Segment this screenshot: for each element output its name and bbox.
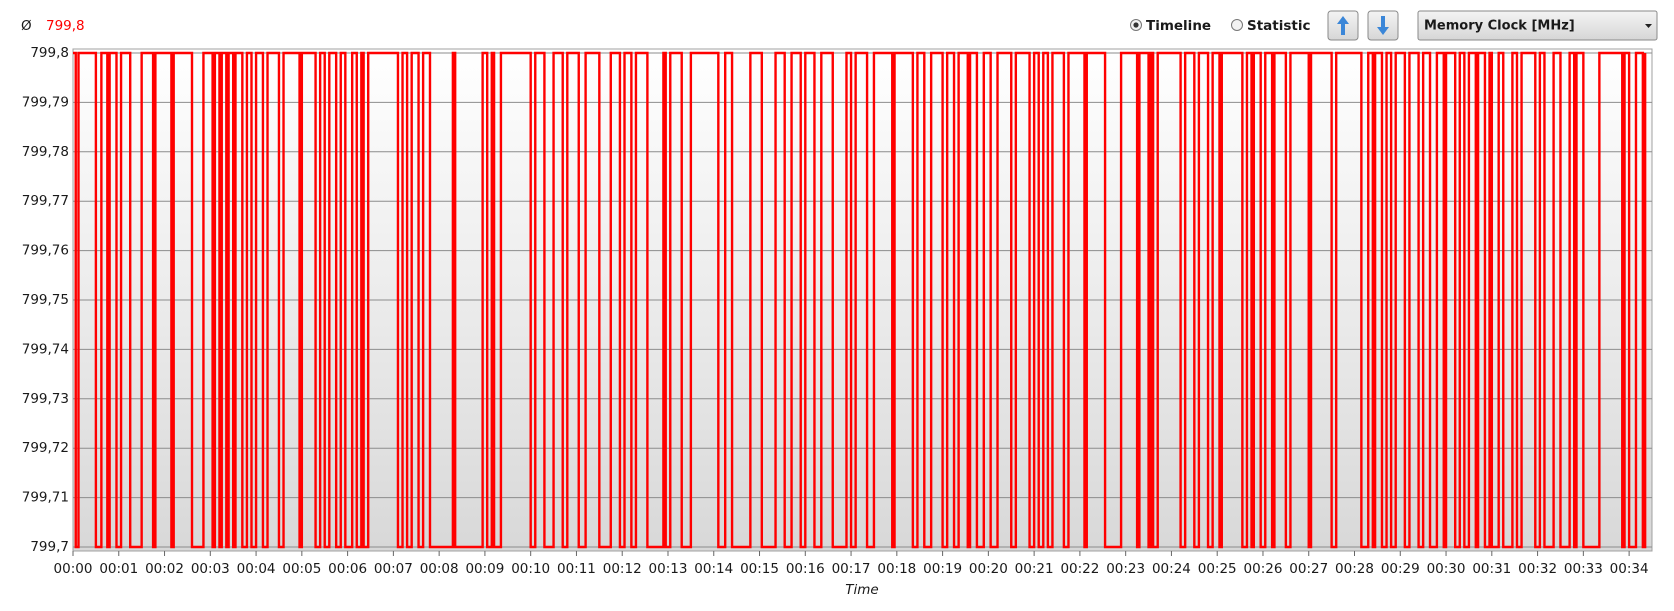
y-tick-label: 799,75 <box>22 292 69 308</box>
average-symbol: Ø <box>21 18 32 34</box>
x-tick-label: 00:03 <box>191 561 230 577</box>
dropdown-arrow <box>1645 24 1652 28</box>
x-tick-label: 00:16 <box>786 561 825 577</box>
x-tick-label: 00:20 <box>969 561 1008 577</box>
x-tick-label: 00:19 <box>923 561 962 577</box>
radio-button[interactable] <box>1231 19 1243 31</box>
x-tick-label: 00:33 <box>1564 561 1603 577</box>
x-tick-label: 00:23 <box>1106 561 1145 577</box>
x-tick-label: 00:11 <box>557 561 596 577</box>
down-arrow-icon <box>1377 16 1389 35</box>
x-tick-label: 00:14 <box>694 561 733 577</box>
y-tick-label: 799,74 <box>22 341 69 357</box>
x-tick-label: 00:22 <box>1060 561 1099 577</box>
y-tick-label: 799,72 <box>22 440 69 456</box>
x-tick-label: 00:24 <box>1152 561 1191 577</box>
average-value: 799,8 <box>46 18 85 34</box>
y-tick-label: 799,76 <box>22 243 69 259</box>
radio-label[interactable]: Statistic <box>1247 18 1311 34</box>
y-tick-label: 799,8 <box>30 45 69 61</box>
up-arrow-icon <box>1337 16 1349 35</box>
x-tick-label: 00:25 <box>1198 561 1237 577</box>
x-tick-label: 00:18 <box>877 561 916 577</box>
x-tick-label: 00:29 <box>1381 561 1420 577</box>
x-tick-label: 00:01 <box>99 561 138 577</box>
dropdown-frame[interactable] <box>1417 10 1658 41</box>
radio-label[interactable]: Timeline <box>1146 18 1211 34</box>
x-tick-label: 00:26 <box>1244 561 1283 577</box>
x-tick-label: 00:27 <box>1289 561 1328 577</box>
move-down-button[interactable] <box>1367 10 1399 41</box>
x-tick-label: 00:07 <box>374 561 413 577</box>
y-tick-label: 799,77 <box>22 193 69 209</box>
x-axis-label: Time <box>845 582 878 598</box>
view-option[interactable]: Statistic <box>1231 18 1311 34</box>
y-tick-label: 799,79 <box>22 94 69 110</box>
x-tick-label: 00:10 <box>511 561 550 577</box>
x-tick-label: 00:09 <box>465 561 504 577</box>
x-tick-label: 00:13 <box>649 561 688 577</box>
dropdown-value[interactable]: Memory Clock [MHz] <box>1424 19 1575 34</box>
y-tick-label: 799,7 <box>30 539 69 555</box>
x-tick-label: 00:02 <box>145 561 184 577</box>
y-tick-label: 799,78 <box>22 144 69 160</box>
view-option[interactable]: Timeline <box>1130 18 1212 34</box>
x-tick-label: 00:32 <box>1518 561 1557 577</box>
x-tick-label: 00:00 <box>54 561 93 577</box>
x-tick-label: 00:04 <box>237 561 276 577</box>
x-tick-label: 00:28 <box>1335 561 1374 577</box>
y-tick-label: 799,71 <box>22 490 69 506</box>
x-tick-label: 00:12 <box>603 561 642 577</box>
x-tick-label: 00:34 <box>1610 561 1649 577</box>
x-tick-label: 00:06 <box>328 561 367 577</box>
x-tick-label: 00:05 <box>282 561 321 577</box>
x-tick-label: 00:08 <box>420 561 459 577</box>
y-tick-label: 799,73 <box>22 391 69 407</box>
x-tick-label: 00:17 <box>832 561 871 577</box>
series-line <box>73 51 1647 549</box>
x-tick-label: 00:15 <box>740 561 779 577</box>
x-tick-label: 00:21 <box>1015 561 1054 577</box>
x-tick-label: 00:30 <box>1427 561 1466 577</box>
x-tick-label: 00:31 <box>1472 561 1511 577</box>
radio-selected-dot <box>1133 22 1139 28</box>
metric-dropdown[interactable]: Memory Clock [MHz] <box>1417 10 1658 41</box>
move-up-button[interactable] <box>1327 10 1359 41</box>
